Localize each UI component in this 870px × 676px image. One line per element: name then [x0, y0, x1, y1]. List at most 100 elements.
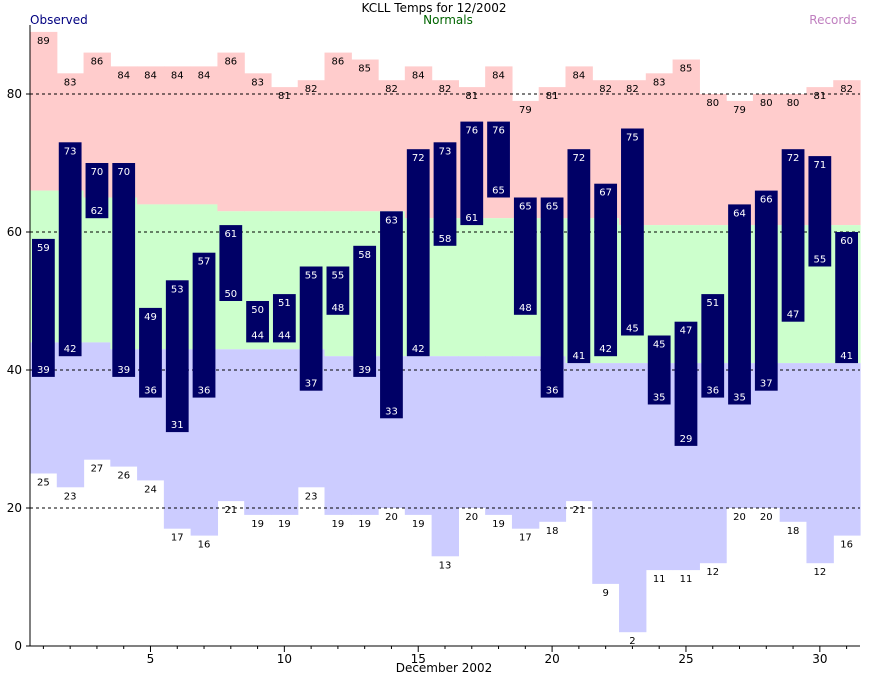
observed-high-label-day-4: 70 — [117, 167, 130, 178]
observed-low-label-day-9: 44 — [251, 330, 264, 341]
observed-high-label-day-6: 53 — [171, 284, 184, 295]
record-high-label-day-10: 81 — [278, 91, 291, 102]
record-low-label-day-17: 20 — [465, 512, 478, 523]
record-high-label-day-1: 89 — [37, 36, 50, 47]
observed-high-label-day-25: 47 — [680, 326, 693, 337]
observed-low-label-day-3: 62 — [91, 206, 104, 217]
observed-high-label-day-30: 71 — [813, 160, 826, 171]
observed-low-label-day-8: 50 — [224, 289, 237, 300]
observed-bar-day-24 — [647, 335, 671, 405]
observed-bar-day-29 — [781, 149, 805, 322]
observed-bar-day-8 — [219, 225, 243, 301]
record-low-label-day-11: 23 — [305, 491, 318, 502]
record-low-label-day-31: 16 — [840, 540, 853, 551]
record-low-band-day-10 — [270, 349, 299, 515]
record-high-label-day-23: 82 — [626, 84, 639, 95]
observed-high-label-day-10: 51 — [278, 298, 291, 309]
record-high-band-day-5 — [137, 66, 165, 205]
record-high-band-day-20 — [538, 87, 567, 219]
observed-bar-day-1 — [32, 238, 55, 377]
record-low-label-day-27: 20 — [733, 512, 746, 523]
observed-high-label-day-12: 55 — [332, 271, 345, 282]
record-low-label-day-4: 26 — [117, 471, 130, 482]
record-low-label-day-13: 19 — [358, 519, 371, 530]
normal-band-day-18 — [485, 218, 513, 357]
observed-low-label-day-22: 42 — [599, 344, 612, 355]
observed-bar-day-26 — [701, 294, 725, 398]
observed-high-label-day-11: 55 — [305, 271, 318, 282]
observed-bar-day-5 — [139, 307, 162, 398]
record-low-label-day-9: 19 — [251, 519, 264, 530]
observed-low-label-day-1: 39 — [37, 365, 50, 376]
y-tick-label-60: 60 — [7, 225, 22, 239]
observed-low-label-day-6: 31 — [171, 420, 184, 431]
record-high-label-day-4: 84 — [117, 70, 130, 81]
record-low-band-day-2 — [56, 342, 85, 488]
observed-low-label-day-15: 42 — [412, 344, 425, 355]
record-low-band-day-13 — [351, 356, 379, 515]
observed-low-label-day-26: 36 — [706, 386, 719, 397]
observed-low-label-day-5: 36 — [144, 386, 157, 397]
record-high-label-day-18: 84 — [492, 70, 505, 81]
record-high-label-day-11: 82 — [305, 84, 318, 95]
observed-low-label-day-11: 37 — [305, 379, 318, 390]
x-tick-label-10: 10 — [277, 652, 292, 666]
observed-high-label-day-28: 66 — [760, 195, 773, 206]
record-high-label-day-20: 81 — [546, 91, 559, 102]
observed-high-label-day-5: 49 — [144, 312, 157, 323]
observed-bar-day-31 — [835, 232, 858, 364]
record-high-label-day-24: 83 — [653, 77, 666, 88]
observed-low-label-day-19: 48 — [519, 303, 532, 314]
y-tick-label-20: 20 — [7, 501, 22, 515]
record-high-band-day-14 — [378, 80, 406, 212]
observed-bar-day-18 — [487, 121, 510, 198]
record-high-band-day-1 — [30, 31, 58, 191]
observed-low-label-day-20: 36 — [546, 386, 559, 397]
record-high-label-day-5: 84 — [144, 70, 157, 81]
observed-high-label-day-26: 51 — [706, 298, 719, 309]
record-low-band-day-12 — [324, 356, 352, 515]
record-high-label-day-28: 80 — [760, 98, 773, 109]
observed-high-label-day-27: 64 — [733, 208, 746, 219]
legend-observed: Observed — [30, 13, 88, 27]
legend-normals: Normals — [423, 13, 473, 27]
record-low-label-day-23: 2 — [629, 636, 635, 647]
y-tick-label-0: 0 — [14, 639, 22, 653]
record-high-label-day-7: 84 — [198, 70, 211, 81]
observed-bar-day-21 — [567, 149, 591, 364]
record-low-label-day-6: 17 — [171, 533, 184, 544]
record-high-label-day-29: 80 — [787, 98, 800, 109]
record-low-band-day-31 — [833, 363, 861, 536]
record-high-band-day-8 — [217, 52, 245, 212]
record-low-band-day-29 — [779, 363, 808, 522]
observed-low-label-day-4: 39 — [117, 365, 130, 376]
observed-high-label-day-2: 73 — [64, 146, 77, 157]
x-tick-label-30: 30 — [812, 652, 827, 666]
observed-bar-day-30 — [808, 156, 832, 267]
x-tick-label-15: 15 — [411, 652, 426, 666]
observed-bar-day-17 — [460, 121, 484, 226]
observed-low-label-day-10: 44 — [278, 330, 291, 341]
observed-low-label-day-31: 41 — [840, 351, 853, 362]
record-high-band-day-9 — [244, 73, 272, 212]
record-high-label-day-22: 82 — [599, 84, 612, 95]
record-high-band-day-13 — [351, 59, 379, 212]
observed-high-label-day-18: 76 — [492, 126, 505, 137]
observed-bar-day-20 — [540, 197, 564, 398]
observed-bar-day-6 — [165, 280, 189, 433]
record-high-label-day-16: 82 — [439, 84, 452, 95]
value-labels-layer: 8925593983237342862770628426703984244936… — [37, 36, 853, 647]
observed-bar-day-23 — [621, 128, 644, 336]
record-high-label-day-6: 84 — [171, 70, 184, 81]
observed-high-label-day-16: 73 — [439, 146, 452, 157]
record-low-label-day-30: 12 — [813, 567, 826, 578]
record-low-label-day-25: 11 — [680, 574, 693, 585]
record-high-band-day-24 — [645, 73, 674, 226]
observed-low-label-day-23: 45 — [626, 324, 639, 335]
observed-high-label-day-17: 76 — [465, 126, 478, 137]
record-low-band-day-30 — [806, 363, 834, 564]
record-low-label-day-29: 18 — [787, 526, 800, 537]
observed-high-label-day-19: 65 — [519, 202, 532, 213]
observed-bar-day-2 — [58, 142, 82, 357]
record-high-label-day-26: 80 — [706, 98, 719, 109]
